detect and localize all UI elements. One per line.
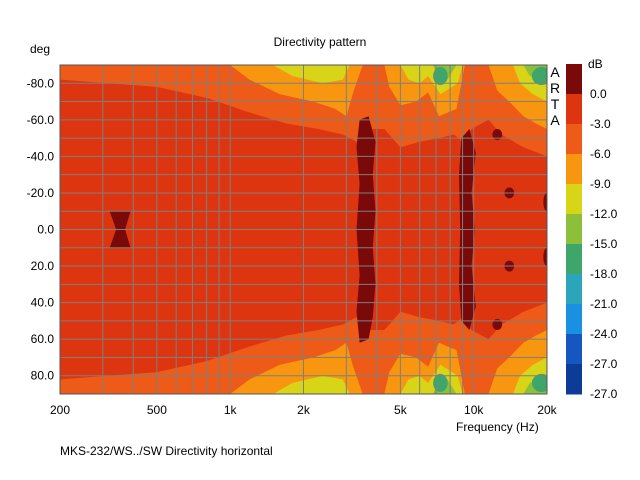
level-minus15db-patch	[433, 66, 448, 86]
y-tick-label: -20.0	[27, 186, 55, 200]
y-tick-label: 80.0	[31, 369, 55, 383]
y-tick-label: -60.0	[27, 113, 55, 127]
y-tick-label: 0.0	[37, 223, 54, 237]
y-tick-label: 20.0	[31, 259, 55, 273]
colorbar-label: -24.0	[590, 327, 618, 341]
chart-caption: MKS-232/WS../SW Directivity horizontal	[60, 444, 273, 458]
x-tick-label: 5k	[394, 403, 408, 417]
colorbar-label: -9.0	[590, 177, 611, 191]
colorbar-swatch	[566, 364, 582, 395]
level-minus15db-patch	[433, 373, 448, 393]
colorbar-label: -15.0	[590, 237, 618, 251]
peak-spot	[492, 319, 503, 330]
colorbar-label: -27.0	[590, 357, 618, 371]
x-axis-label: Frequency (Hz)	[456, 420, 539, 434]
arta-brand-text: A R T A	[549, 64, 561, 128]
x-tick-label: 200	[50, 403, 70, 417]
plot-frame	[59, 64, 548, 395]
peak-spot	[543, 193, 547, 212]
chart-title: Directivity pattern	[273, 35, 367, 49]
colorbar-label: -27.0	[590, 387, 618, 401]
colorbar-swatch	[566, 304, 582, 335]
colorbar-swatch	[566, 214, 582, 245]
colorbar-swatch	[566, 274, 582, 305]
brand-letter: T	[550, 96, 560, 112]
axis-ticks: 200 500 1k 2k 5k 10k 20k -80.0 -60.0 -40.0 -20.0 0.…	[27, 76, 558, 417]
colorbar-label: 0.0	[590, 87, 607, 101]
level-minus9db-region	[273, 375, 350, 394]
brand-letter: R	[549, 80, 561, 96]
colorbar-swatch	[566, 184, 582, 215]
colorbar-swatch	[566, 94, 582, 125]
x-tick-label: 1k	[224, 403, 238, 417]
level-minus9db-region	[273, 65, 350, 84]
y-tick-label: -80.0	[27, 76, 55, 90]
colorbar-swatch	[566, 64, 582, 95]
colorbar: 0.0 -3.0 -6.0 -9.0 -12.0 -15.0 -18.0 -21.0 -24.0…	[566, 64, 618, 401]
colorbar-swatch	[566, 124, 582, 155]
colorbar-swatch	[566, 334, 582, 365]
x-tick-label: 500	[147, 403, 167, 417]
x-tick-label: 2k	[297, 403, 311, 417]
y-tick-label: -40.0	[27, 149, 55, 163]
x-tick-label: 20k	[537, 403, 557, 417]
y-tick-label: 60.0	[31, 332, 55, 346]
peak-spot	[492, 129, 503, 140]
brand-letter: A	[550, 112, 560, 128]
colorbar-swatch	[566, 244, 582, 275]
y-axis-label: deg	[30, 42, 51, 56]
colorbar-label: -21.0	[590, 297, 618, 311]
brand-letter: A	[550, 64, 560, 80]
x-tick-label: 10k	[464, 403, 484, 417]
colorbar-swatch	[566, 154, 582, 185]
level-minus15db-patch	[531, 66, 547, 86]
colorbar-unit-label: dB	[588, 57, 603, 71]
level-minus15db-patch	[531, 373, 547, 393]
colorbar-label: -3.0	[590, 117, 611, 131]
colorbar-label: -12.0	[590, 207, 618, 221]
grid-lines	[59, 65, 548, 394]
colorbar-label: -6.0	[590, 147, 611, 161]
colorbar-label: -18.0	[590, 267, 618, 281]
peak-spot	[543, 247, 547, 266]
y-tick-label: 40.0	[31, 296, 55, 310]
